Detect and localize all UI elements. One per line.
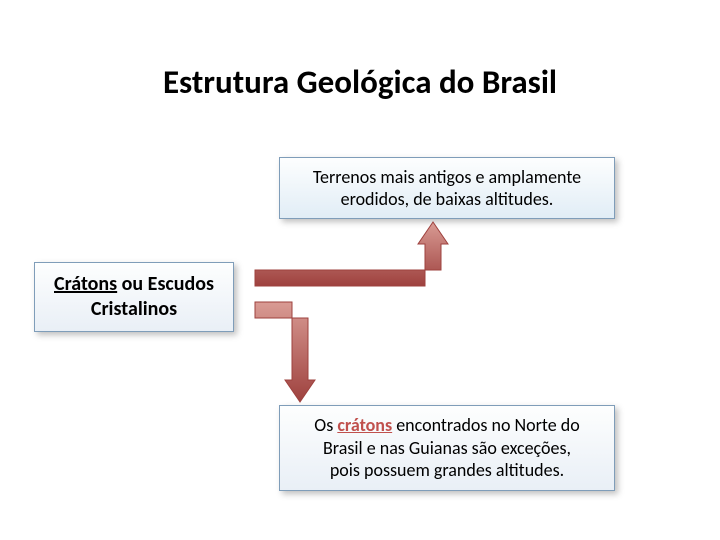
arrow-down-icon — [255, 302, 315, 402]
arrow-up-icon — [255, 222, 448, 286]
arrows-layer — [0, 0, 720, 540]
